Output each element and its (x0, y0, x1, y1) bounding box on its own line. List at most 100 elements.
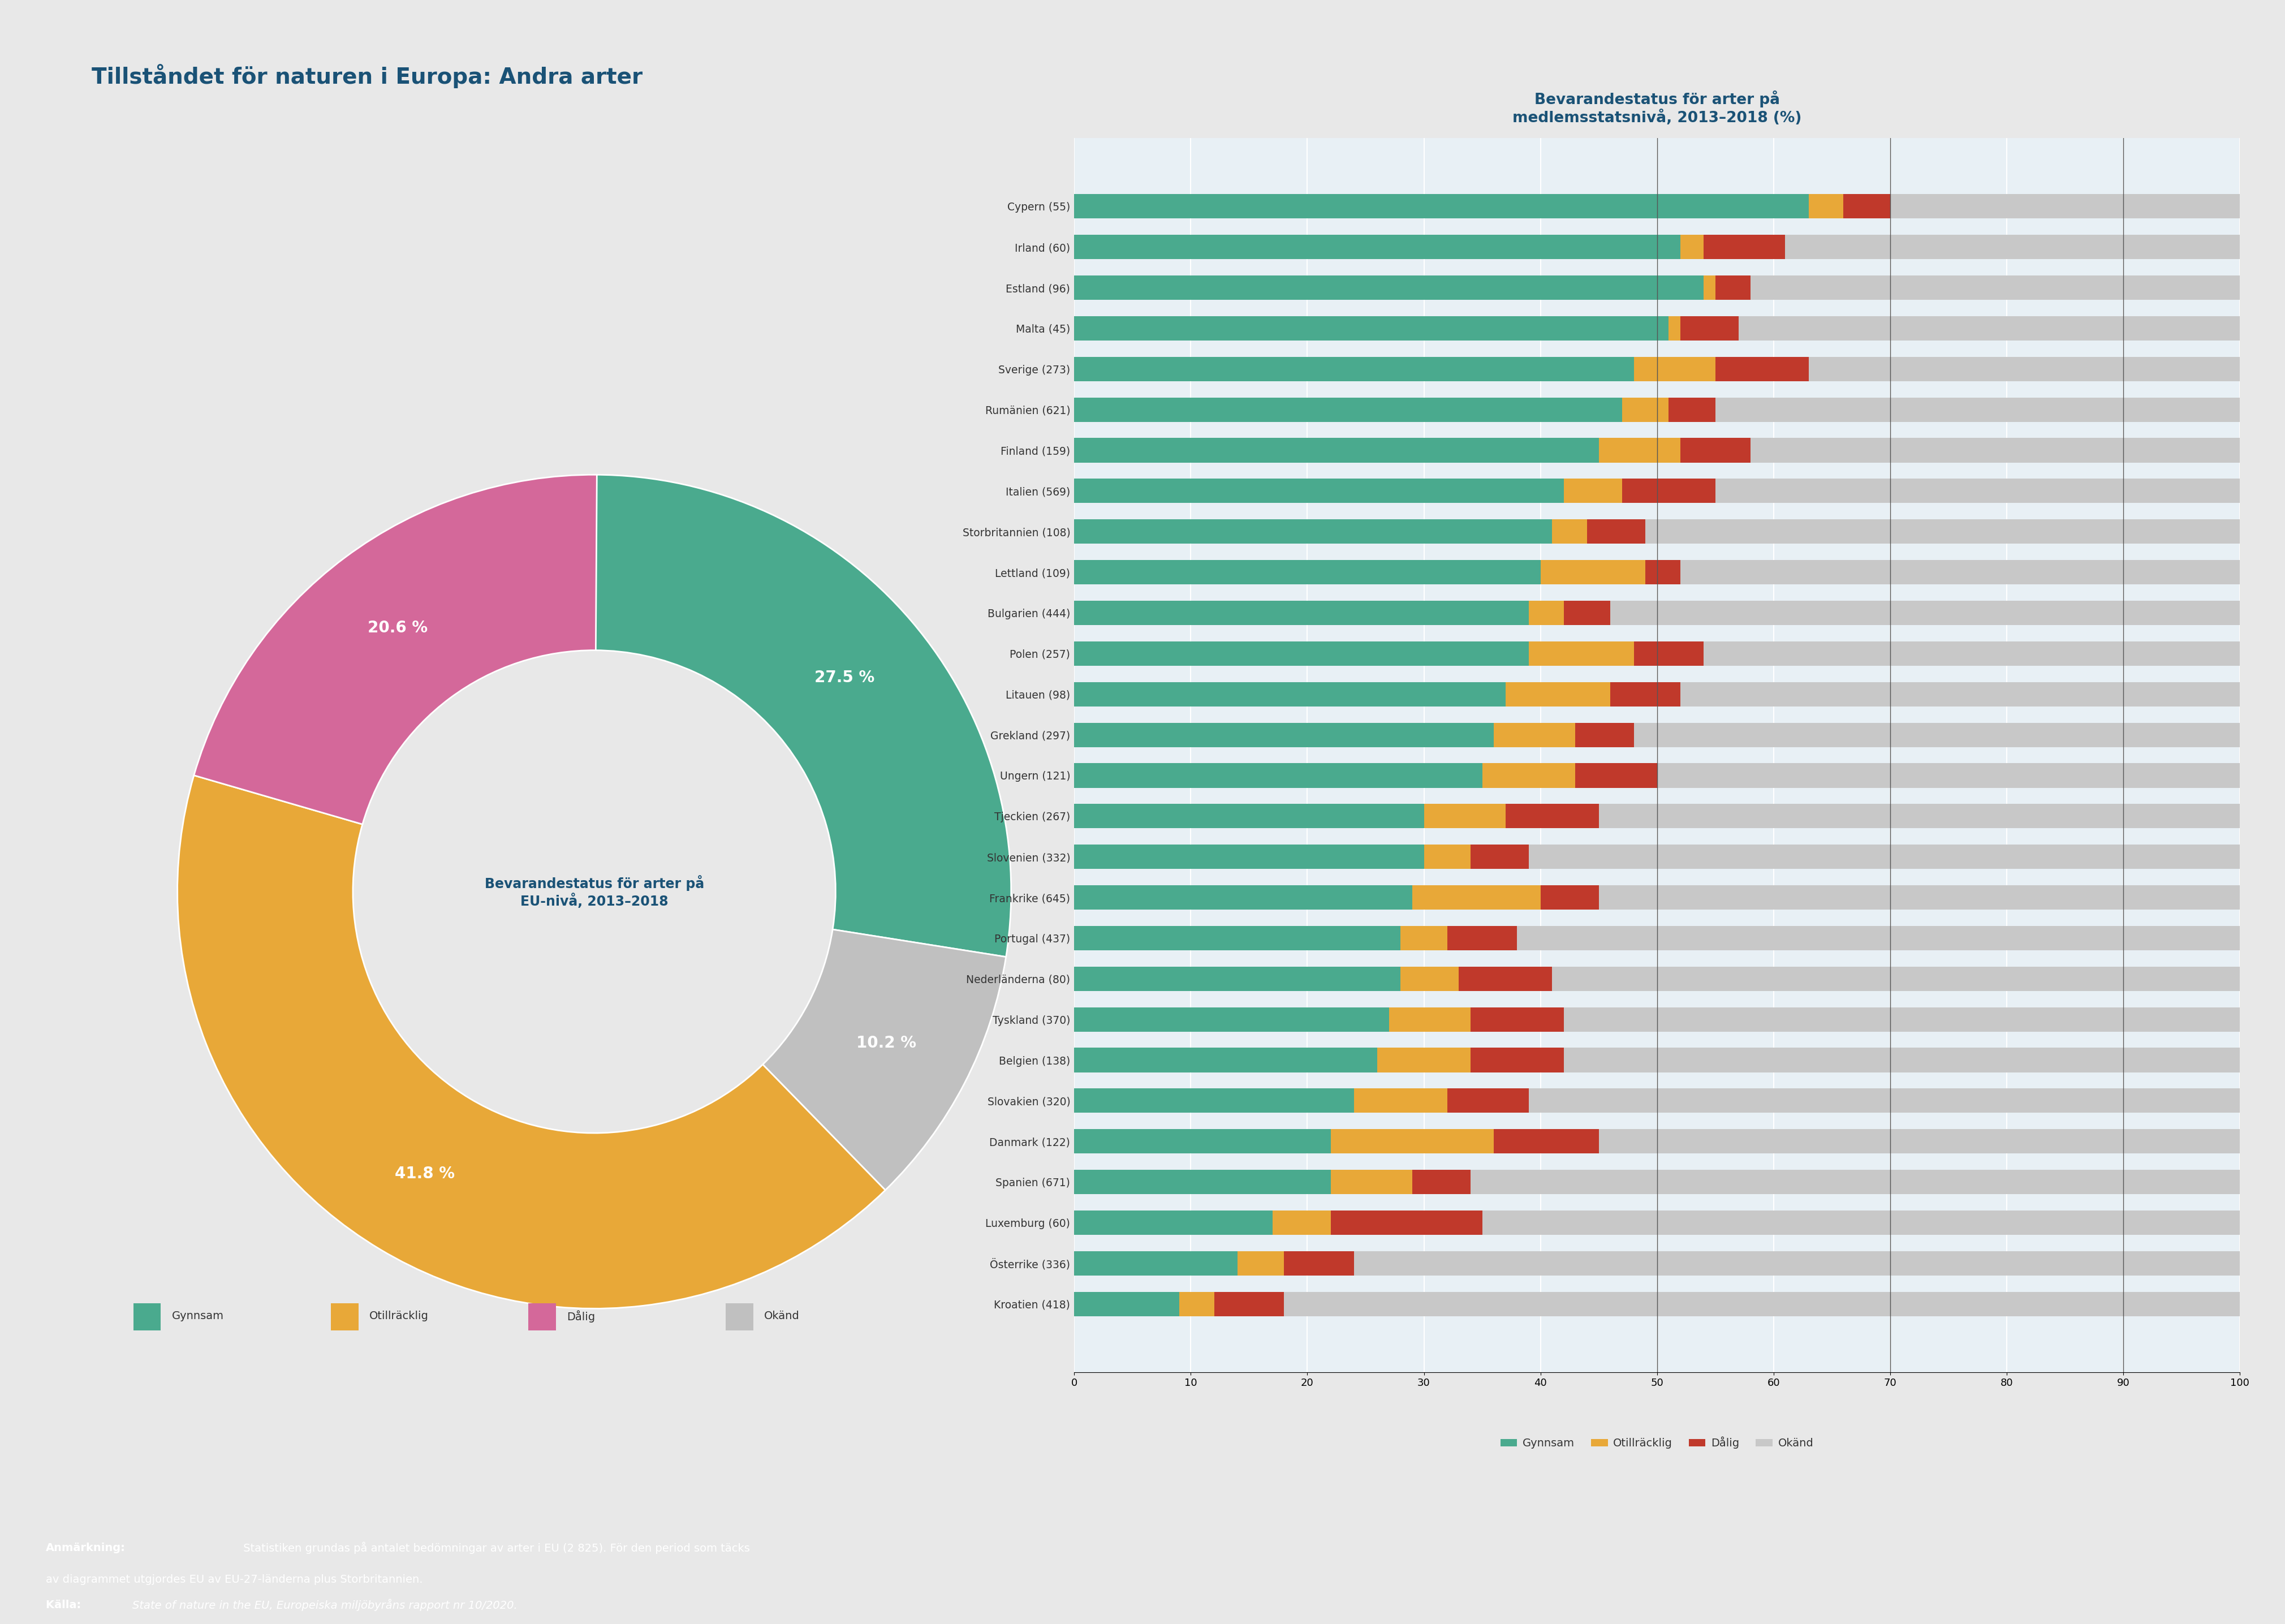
Bar (1574, 763, 1657, 788)
Legend: Gynnsam, Otillräcklig, Dålig, Okänd: Gynnsam, Otillräcklig, Dålig, Okänd (1497, 1432, 1817, 1453)
Bar (1611, 682, 1679, 706)
Wedge shape (178, 775, 884, 1309)
Bar (1714, 357, 1807, 382)
Bar (1483, 1210, 2239, 1234)
Bar (1563, 479, 1622, 503)
Text: State of nature in the EU, Europeiska miljöbyråns rapport nr 10/2020.: State of nature in the EU, Europeiska mi… (133, 1600, 516, 1611)
Text: Anmärkning:: Anmärkning: (46, 1543, 126, 1554)
Text: 10.2 %: 10.2 % (857, 1034, 916, 1051)
Bar (1074, 398, 1622, 422)
Bar (1714, 479, 2239, 503)
Bar (1679, 682, 2239, 706)
Bar (1645, 560, 1679, 585)
Bar (1412, 1169, 1469, 1194)
Bar (1622, 479, 1714, 503)
Bar (1750, 438, 2239, 463)
Bar (1074, 1210, 1273, 1234)
Bar (1483, 763, 1574, 788)
Bar (1506, 804, 1599, 828)
Wedge shape (594, 474, 1010, 957)
Title: Bevarandestatus för arter på
medlemsstatsnivå, 2013–2018 (%): Bevarandestatus för arter på medlemsstat… (1513, 91, 1801, 125)
Bar (1679, 235, 1702, 260)
Bar (1529, 844, 2239, 869)
Bar (1785, 235, 2239, 260)
Bar (1179, 1291, 1213, 1315)
Bar (1074, 763, 1483, 788)
Bar (1074, 1291, 1179, 1315)
Bar (1807, 195, 1844, 219)
Bar (1213, 1291, 1284, 1315)
Bar (1807, 357, 2239, 382)
Bar (1890, 195, 2239, 219)
Bar (1622, 398, 1668, 422)
Bar (1389, 1007, 1469, 1031)
Bar (1074, 926, 1401, 950)
Bar (1529, 601, 1563, 625)
Bar (1074, 966, 1401, 991)
Bar (1074, 438, 1599, 463)
Bar (1714, 276, 1750, 300)
Text: Okänd: Okänd (763, 1311, 800, 1322)
Bar (1074, 195, 1807, 219)
Bar (1074, 1129, 1330, 1153)
Bar (1586, 520, 1645, 544)
Bar (1668, 317, 1679, 341)
Bar (331, 1302, 359, 1330)
Bar (1074, 276, 1702, 300)
Bar (1645, 520, 2239, 544)
Bar (1469, 1007, 1563, 1031)
Bar (1330, 1169, 1412, 1194)
Bar (1074, 641, 1529, 666)
Bar (1074, 1007, 1389, 1031)
Text: av diagrammet utgjordes EU av EU-27-länderna plus Storbritannien.: av diagrammet utgjordes EU av EU-27-länd… (46, 1574, 423, 1585)
Wedge shape (194, 474, 596, 825)
Bar (1563, 601, 1611, 625)
Bar (1458, 966, 1552, 991)
Bar (1611, 601, 2239, 625)
Bar (1074, 1250, 1236, 1275)
Bar (1074, 723, 1494, 747)
Text: Statistiken grundas på antalet bedömningar av arter i EU (2 825). För den period: Statistiken grundas på antalet bedömning… (240, 1541, 749, 1554)
Bar (1563, 1047, 2239, 1072)
Bar (1074, 1169, 1330, 1194)
Bar (1330, 1210, 1481, 1234)
Bar (1353, 1250, 2239, 1275)
Bar (1750, 276, 2239, 300)
Text: Gynnsam: Gynnsam (171, 1311, 224, 1322)
Bar (1657, 763, 2239, 788)
Bar (1074, 804, 1424, 828)
Bar (1074, 885, 1412, 909)
Bar (1424, 844, 1469, 869)
Bar (1074, 235, 1679, 260)
Bar (1074, 317, 1668, 341)
Bar (1702, 276, 1716, 300)
Bar (1599, 885, 2239, 909)
Bar (1552, 520, 1586, 544)
Bar (1074, 479, 1563, 503)
Bar (1074, 520, 1552, 544)
Bar (1634, 357, 1714, 382)
Bar (1529, 641, 1634, 666)
Bar (1714, 398, 2239, 422)
Bar (1378, 1047, 1469, 1072)
Bar (1702, 235, 1785, 260)
Bar (1412, 885, 1540, 909)
Bar (1446, 1088, 1529, 1112)
Bar (1634, 641, 1702, 666)
Text: Källa:: Källa: (46, 1600, 85, 1611)
Bar (1469, 844, 1529, 869)
Bar (1074, 1088, 1353, 1112)
Bar (727, 1302, 754, 1330)
Bar (1679, 438, 1750, 463)
Text: 27.5 %: 27.5 % (813, 671, 875, 685)
Bar (1494, 1129, 1597, 1153)
Bar (1679, 560, 2239, 585)
Bar (1679, 317, 1739, 341)
Bar (1563, 1007, 2239, 1031)
Bar (1668, 398, 1714, 422)
Bar (1574, 723, 1634, 747)
Bar (1074, 560, 1540, 585)
Bar (1074, 844, 1424, 869)
Bar (1599, 1129, 2239, 1153)
Bar (1074, 357, 1634, 382)
